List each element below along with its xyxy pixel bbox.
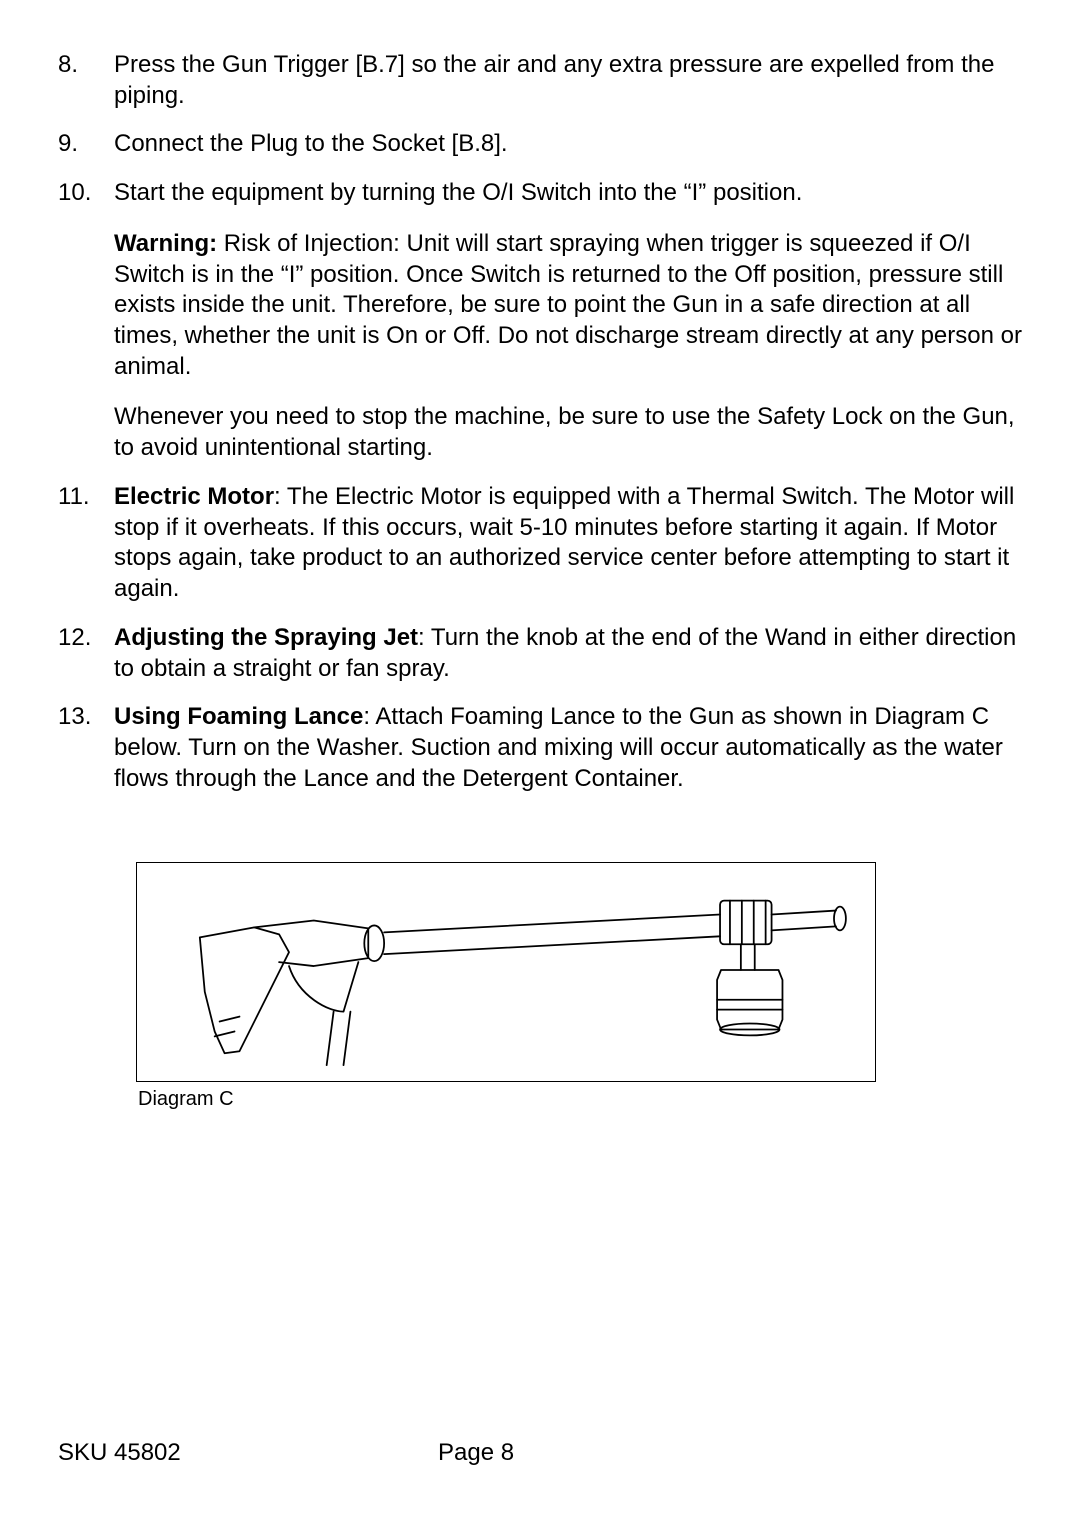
bold-run: Electric Motor	[114, 483, 274, 510]
text-run: Connect the Plug to the Socket [B.8].	[114, 130, 508, 157]
bold-run: Warning:	[114, 230, 217, 257]
instruction-list: 8. Press the Gun Trigger [B.7] so the air…	[58, 50, 1022, 794]
page: 8. Press the Gun Trigger [B.7] so the air…	[0, 0, 1080, 1529]
list-item: 10. Start the equipment by turning the O/…	[58, 178, 1022, 464]
diagram-caption: Diagram C	[138, 1088, 1022, 1111]
text-run: Risk of Injection: Unit will start spray…	[114, 230, 1022, 380]
list-item: 12. Adjusting the Spraying Jet: Turn the …	[58, 623, 1022, 684]
item-number: 11.	[58, 482, 106, 513]
diagram-wrap: Diagram C	[136, 862, 1022, 1111]
item-body: Press the Gun Trigger [B.7] so the air a…	[106, 50, 1022, 111]
item-number: 13.	[58, 702, 106, 733]
item-body: Connect the Plug to the Socket [B.8].	[106, 129, 1022, 160]
paragraph: Whenever you need to stop the machine, b…	[114, 402, 1022, 463]
text-run: Start the equipment by turning the O/I S…	[114, 179, 802, 206]
paragraph: Press the Gun Trigger [B.7] so the air a…	[114, 50, 1022, 111]
item-body: Start the equipment by turning the O/I S…	[106, 178, 1022, 464]
paragraph: Electric Motor: The Electric Motor is eq…	[114, 482, 1022, 605]
footer-page: Page 8	[438, 1439, 1022, 1467]
item-body: Adjusting the Spraying Jet: Turn the kno…	[106, 623, 1022, 684]
list-item: 11. Electric Motor: The Electric Motor is…	[58, 482, 1022, 605]
paragraph: Start the equipment by turning the O/I S…	[114, 178, 1022, 209]
item-number: 10.	[58, 178, 106, 209]
item-body: Using Foaming Lance: Attach Foaming Lanc…	[106, 702, 1022, 794]
diagram-c-box	[136, 862, 876, 1082]
item-number: 8.	[58, 50, 106, 81]
bold-run: Adjusting the Spraying Jet	[114, 624, 418, 651]
diagram-c-svg	[137, 863, 877, 1081]
text-run: Press the Gun Trigger [B.7] so the air a…	[114, 51, 994, 109]
bold-run: Using Foaming Lance	[114, 703, 363, 730]
footer-sku: SKU 45802	[58, 1439, 438, 1467]
item-body: Electric Motor: The Electric Motor is eq…	[106, 482, 1022, 605]
item-number: 9.	[58, 129, 106, 160]
paragraph: Connect the Plug to the Socket [B.8].	[114, 129, 1022, 160]
list-item: 8. Press the Gun Trigger [B.7] so the air…	[58, 50, 1022, 111]
page-footer: SKU 45802 Page 8	[58, 1439, 1022, 1467]
text-run: Whenever you need to stop the machine, b…	[114, 403, 1015, 461]
item-number: 12.	[58, 623, 106, 654]
paragraph: Warning: Risk of Injection: Unit will st…	[114, 229, 1022, 383]
paragraph: Adjusting the Spraying Jet: Turn the kno…	[114, 623, 1022, 684]
list-item: 9. Connect the Plug to the Socket [B.8].	[58, 129, 1022, 160]
paragraph: Using Foaming Lance: Attach Foaming Lanc…	[114, 702, 1022, 794]
list-item: 13. Using Foaming Lance: Attach Foaming L…	[58, 702, 1022, 794]
